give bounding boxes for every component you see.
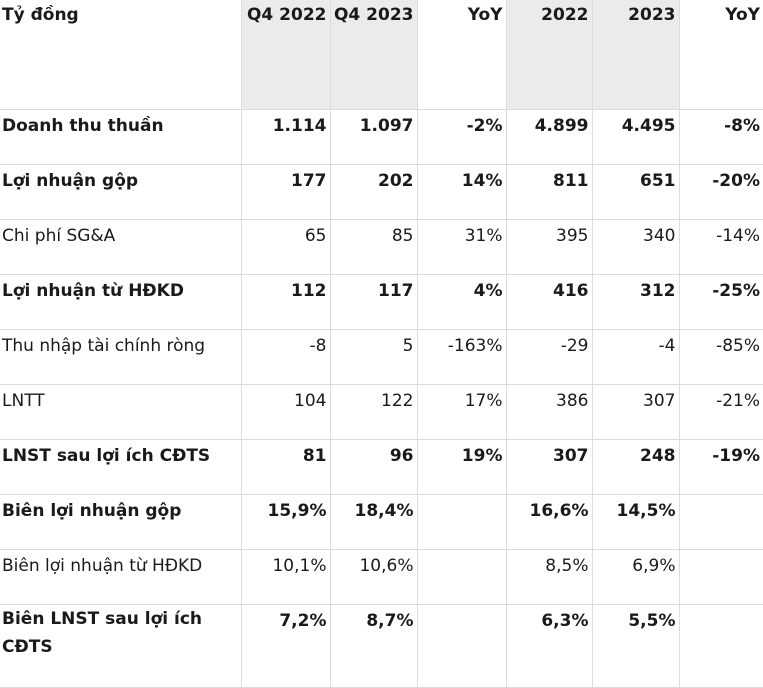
row-value: -14% — [679, 219, 763, 275]
row-value: 19% — [417, 439, 507, 495]
row-label: LNST sau lợi ích CĐTS — [0, 439, 242, 495]
row-value — [679, 604, 763, 688]
row-value: 65 — [241, 219, 331, 275]
row-value: 202 — [330, 164, 418, 220]
row-value — [417, 549, 507, 605]
row-label: Biên LNST sau lợi ích CĐTS — [0, 604, 242, 688]
row-value: -2% — [417, 109, 507, 165]
header-yoy-quarter: YoY — [417, 0, 507, 110]
row-value: -21% — [679, 384, 763, 440]
row-value: 416 — [506, 274, 593, 330]
row-value: 117 — [330, 274, 418, 330]
table-row: LNTT 104 122 17% 386 307 -21% — [0, 384, 763, 440]
row-value: 96 — [330, 439, 418, 495]
header-2023: 2023 — [592, 0, 680, 110]
row-value: 8,7% — [330, 604, 418, 688]
row-value: 5,5% — [592, 604, 680, 688]
row-value: 651 — [592, 164, 680, 220]
header-q4-2023: Q4 2023 — [330, 0, 418, 110]
table-row: Chi phí SG&A 65 85 31% 395 340 -14% — [0, 219, 763, 275]
row-value: 8,5% — [506, 549, 593, 605]
row-value: 4.899 — [506, 109, 593, 165]
row-value: 386 — [506, 384, 593, 440]
row-value — [417, 604, 507, 688]
row-value: 307 — [506, 439, 593, 495]
row-value: 340 — [592, 219, 680, 275]
row-value: 6,3% — [506, 604, 593, 688]
row-value: 1.097 — [330, 109, 418, 165]
row-label: Biên lợi nhuận từ HĐKD — [0, 549, 242, 605]
row-value — [417, 494, 507, 550]
table-row: Doanh thu thuần 1.114 1.097 -2% 4.899 4.495 -8… — [0, 109, 763, 165]
row-value: 307 — [592, 384, 680, 440]
table-row: Biên lợi nhuận gộp 15,9% 18,4% 16,6% 14,5% — [0, 494, 763, 550]
row-value: 122 — [330, 384, 418, 440]
table-row: Lợi nhuận gộp 177 202 14% 811 651 -20% — [0, 164, 763, 220]
row-label: Doanh thu thuần — [0, 109, 242, 165]
header-2022: 2022 — [506, 0, 593, 110]
table-body: Doanh thu thuần 1.114 1.097 -2% 4.899 4.495 -8… — [0, 109, 763, 688]
row-value: -19% — [679, 439, 763, 495]
header-q4-2022: Q4 2022 — [241, 0, 331, 110]
row-value: 10,6% — [330, 549, 418, 605]
row-label: Lợi nhuận từ HĐKD — [0, 274, 242, 330]
row-label: Lợi nhuận gộp — [0, 164, 242, 220]
row-label: LNTT — [0, 384, 242, 440]
row-value: -20% — [679, 164, 763, 220]
row-value: 18,4% — [330, 494, 418, 550]
row-value: -8 — [241, 329, 331, 385]
row-value: -29 — [506, 329, 593, 385]
table-row: Biên lợi nhuận từ HĐKD 10,1% 10,6% 8,5% 6,9% — [0, 549, 763, 605]
row-value: 5 — [330, 329, 418, 385]
row-value: 177 — [241, 164, 331, 220]
table-header-row: Tỷ đồng Q4 2022 Q4 2023 YoY 2022 2023 Yo… — [0, 0, 763, 110]
row-value: 6,9% — [592, 549, 680, 605]
row-value: 81 — [241, 439, 331, 495]
header-yoy-year: YoY — [679, 0, 763, 110]
row-value: 85 — [330, 219, 418, 275]
row-value: 112 — [241, 274, 331, 330]
row-value: 15,9% — [241, 494, 331, 550]
row-value: 7,2% — [241, 604, 331, 688]
row-value: 1.114 — [241, 109, 331, 165]
row-label: Chi phí SG&A — [0, 219, 242, 275]
row-label: Thu nhập tài chính ròng — [0, 329, 242, 385]
table-row: Thu nhập tài chính ròng -8 5 -163% -29 -4 -85% — [0, 329, 763, 385]
row-value: 17% — [417, 384, 507, 440]
row-value: 10,1% — [241, 549, 331, 605]
row-value: -8% — [679, 109, 763, 165]
row-value: 4% — [417, 274, 507, 330]
table-row: Biên LNST sau lợi ích CĐTS 7,2% 8,7% 6,3% 5,… — [0, 604, 763, 688]
row-value — [679, 494, 763, 550]
row-value: 312 — [592, 274, 680, 330]
row-value: 4.495 — [592, 109, 680, 165]
table-row: LNST sau lợi ích CĐTS 81 96 19% 307 248 -19% — [0, 439, 763, 495]
table-row: Lợi nhuận từ HĐKD 112 117 4% 416 312 -25% — [0, 274, 763, 330]
row-label: Biên lợi nhuận gộp — [0, 494, 242, 550]
row-value: 395 — [506, 219, 593, 275]
row-value: 811 — [506, 164, 593, 220]
row-value: -163% — [417, 329, 507, 385]
row-value: -85% — [679, 329, 763, 385]
row-value: -25% — [679, 274, 763, 330]
row-value: 14% — [417, 164, 507, 220]
row-value: 14,5% — [592, 494, 680, 550]
row-value: 104 — [241, 384, 331, 440]
row-value: 31% — [417, 219, 507, 275]
row-value: 248 — [592, 439, 680, 495]
row-value — [679, 549, 763, 605]
row-value: -4 — [592, 329, 680, 385]
header-unit: Tỷ đồng — [0, 0, 242, 110]
row-value: 16,6% — [506, 494, 593, 550]
